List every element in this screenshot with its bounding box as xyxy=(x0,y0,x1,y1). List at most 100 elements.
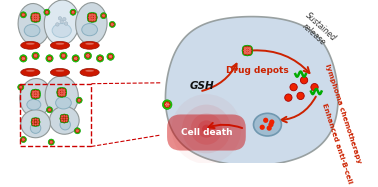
Ellipse shape xyxy=(27,99,41,110)
Circle shape xyxy=(64,89,65,90)
Circle shape xyxy=(62,56,64,57)
Circle shape xyxy=(63,90,64,91)
Circle shape xyxy=(62,116,63,117)
Circle shape xyxy=(37,94,38,95)
Circle shape xyxy=(249,53,251,54)
Circle shape xyxy=(60,117,63,120)
Circle shape xyxy=(22,138,25,141)
Circle shape xyxy=(37,121,38,122)
Circle shape xyxy=(23,138,24,139)
Ellipse shape xyxy=(50,68,70,76)
Circle shape xyxy=(48,108,51,112)
Circle shape xyxy=(50,142,51,143)
Circle shape xyxy=(36,118,40,122)
Circle shape xyxy=(64,95,65,96)
Circle shape xyxy=(34,15,35,16)
Ellipse shape xyxy=(52,24,71,37)
Circle shape xyxy=(104,15,105,16)
Circle shape xyxy=(38,14,39,15)
Circle shape xyxy=(166,102,167,104)
Circle shape xyxy=(96,55,104,62)
Circle shape xyxy=(95,16,96,17)
Circle shape xyxy=(36,14,37,15)
Circle shape xyxy=(92,16,93,17)
Circle shape xyxy=(62,114,66,118)
Circle shape xyxy=(76,131,77,132)
Circle shape xyxy=(50,109,51,110)
Circle shape xyxy=(57,88,62,93)
Circle shape xyxy=(32,14,35,17)
Circle shape xyxy=(50,58,51,59)
Circle shape xyxy=(22,13,25,17)
Circle shape xyxy=(33,122,34,123)
Circle shape xyxy=(242,48,248,53)
Circle shape xyxy=(111,24,112,25)
Circle shape xyxy=(50,141,51,142)
Circle shape xyxy=(38,91,39,92)
Circle shape xyxy=(79,100,80,101)
Circle shape xyxy=(72,55,79,62)
Circle shape xyxy=(35,91,36,92)
Circle shape xyxy=(37,93,40,96)
Circle shape xyxy=(33,18,38,22)
Circle shape xyxy=(48,58,49,59)
Circle shape xyxy=(249,49,251,50)
Circle shape xyxy=(248,48,249,49)
Ellipse shape xyxy=(21,68,40,76)
Circle shape xyxy=(88,18,92,21)
Circle shape xyxy=(38,94,39,95)
Ellipse shape xyxy=(82,24,98,36)
Circle shape xyxy=(31,13,36,18)
Circle shape xyxy=(31,122,35,126)
Circle shape xyxy=(99,57,100,58)
Circle shape xyxy=(44,9,50,15)
Circle shape xyxy=(34,121,37,123)
Bar xyxy=(20,84,91,146)
Circle shape xyxy=(91,18,94,22)
Circle shape xyxy=(103,15,104,16)
Circle shape xyxy=(23,13,24,14)
Circle shape xyxy=(35,17,40,22)
Circle shape xyxy=(20,55,27,62)
Circle shape xyxy=(244,49,245,50)
Circle shape xyxy=(24,58,25,59)
Circle shape xyxy=(35,55,36,56)
Circle shape xyxy=(62,89,65,92)
Circle shape xyxy=(60,20,64,24)
Circle shape xyxy=(167,104,168,105)
Circle shape xyxy=(36,55,37,56)
Circle shape xyxy=(63,120,66,122)
Circle shape xyxy=(33,120,34,121)
Circle shape xyxy=(66,118,67,119)
Circle shape xyxy=(84,52,91,59)
Circle shape xyxy=(38,17,39,18)
Circle shape xyxy=(245,48,250,53)
Circle shape xyxy=(245,51,246,52)
Circle shape xyxy=(33,119,34,120)
Circle shape xyxy=(65,119,68,122)
Circle shape xyxy=(67,118,68,119)
Circle shape xyxy=(64,55,65,56)
Circle shape xyxy=(64,115,65,116)
Circle shape xyxy=(57,90,62,95)
Circle shape xyxy=(35,18,36,19)
Circle shape xyxy=(36,119,39,121)
Circle shape xyxy=(65,114,68,118)
Circle shape xyxy=(92,17,93,18)
Circle shape xyxy=(247,46,253,51)
Circle shape xyxy=(31,15,36,20)
Circle shape xyxy=(107,53,114,60)
Circle shape xyxy=(33,19,34,20)
Circle shape xyxy=(37,121,39,123)
Text: lymphoma chemotherapy: lymphoma chemotherapy xyxy=(324,63,362,164)
Circle shape xyxy=(260,125,265,130)
Circle shape xyxy=(34,56,36,57)
Circle shape xyxy=(22,139,23,140)
Circle shape xyxy=(65,116,66,117)
Circle shape xyxy=(60,114,64,118)
Circle shape xyxy=(62,54,64,55)
Circle shape xyxy=(36,15,40,20)
Circle shape xyxy=(76,58,77,59)
Circle shape xyxy=(89,19,90,20)
Circle shape xyxy=(91,17,92,18)
